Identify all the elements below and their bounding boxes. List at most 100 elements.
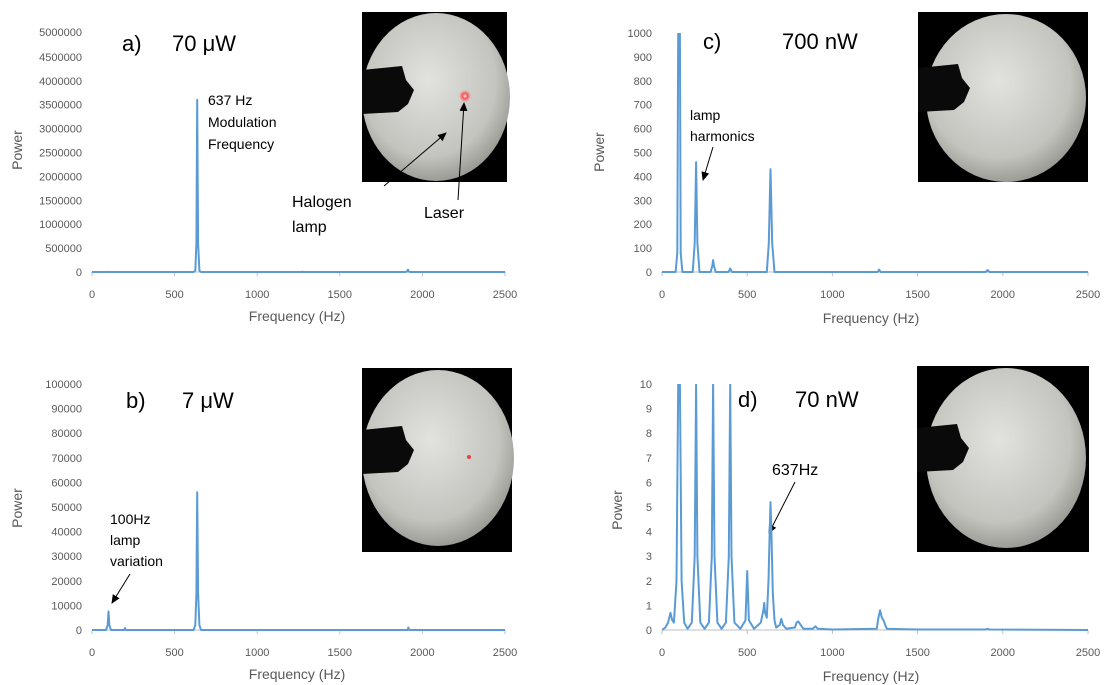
y-tick-label: 0 [76, 625, 82, 637]
series-line [662, 33, 1088, 273]
y-tick-label: 100 [634, 243, 652, 255]
y-tick-label: 9 [646, 404, 652, 416]
lamp-disk [926, 368, 1086, 548]
mount-shadow [362, 66, 414, 114]
x-tick-label: 1000 [245, 647, 269, 659]
series-line [92, 491, 505, 631]
x-tick-label: 2500 [493, 289, 517, 301]
x-tick-label: 0 [89, 647, 95, 659]
inset-photo [362, 12, 510, 182]
chart-panel-a: 5000000 Power Frequency (Hz) a) 70 μW 63… [9, 12, 517, 324]
arrow-to-laser [457, 102, 468, 201]
y-tick-label: 3 [646, 551, 652, 563]
inset-photo [362, 368, 514, 552]
y-tick-label: 80000 [51, 428, 82, 440]
y-tick-label: 200 [634, 219, 652, 231]
x-tick-label: 2000 [410, 647, 434, 659]
panel-label: a) [122, 31, 142, 56]
y-tick-label: 10000 [51, 600, 82, 612]
x-tick-label: 500 [738, 647, 756, 659]
series-line [662, 384, 1088, 631]
arrow-to-lamp [383, 132, 447, 187]
x-tick-label: 2500 [1076, 647, 1100, 659]
mount-shadow [917, 424, 969, 472]
lamp-disk [362, 13, 510, 181]
y-tick-label: 1 [646, 600, 652, 612]
x-tick-label: 2000 [991, 289, 1015, 301]
y-tick-label: 1000000 [39, 219, 82, 231]
x-tick-label: 1000 [820, 647, 844, 659]
x-tick-label: 1000 [820, 289, 844, 301]
x-tick-label: 2500 [1076, 289, 1100, 301]
x-tick-label: 2000 [410, 289, 434, 301]
chart-panel-c: Power Frequency (Hz) c) 700 nW lamp harm… [591, 12, 1100, 326]
y-tick-label: 700 [634, 100, 652, 112]
annotation-modulation-frequency: 637 Hz Modulation Frequency [208, 92, 280, 152]
inset-photo [918, 12, 1088, 182]
y-tick-label: 8 [646, 428, 652, 440]
x-tick-label: 1500 [905, 289, 929, 301]
y-axis-label: Power [9, 488, 25, 528]
x-tick-label: 2500 [493, 647, 517, 659]
x-axis-label: Frequency (Hz) [249, 308, 345, 324]
power-label: 70 nW [795, 387, 859, 412]
y-tick-label: 4500000 [39, 52, 82, 64]
y-tick-label: 900 [634, 52, 652, 64]
y-tick-label: 5 [646, 502, 652, 514]
power-label: 70 μW [172, 31, 236, 56]
panel-label: b) [126, 388, 146, 413]
annotation-lamp-variation: 100Hz lamp variation [110, 511, 163, 569]
annotation-lamp-harmonics: lamp harmonics [690, 107, 755, 144]
y-tick-label: 0 [76, 267, 82, 279]
panel-label: c) [703, 29, 721, 54]
power-label: 7 μW [182, 388, 234, 413]
y-axis-label: Power [9, 130, 25, 170]
y-tick-label: 800 [634, 76, 652, 88]
y-tick-label: 100000 [45, 379, 82, 391]
y-tick-label: 0 [646, 625, 652, 637]
annotation-laser: Laser [424, 205, 465, 222]
chart-panel-b: Power Frequency (Hz) b) 7 μW 100Hz lamp … [9, 368, 517, 682]
series-line [92, 98, 505, 273]
y-tick-label: 300 [634, 195, 652, 207]
x-tick-label: 1500 [328, 289, 352, 301]
chart-panel-d: Power Frequency (Hz) d) 70 nW 637Hz 0 500… [609, 366, 1100, 684]
x-tick-label: 0 [659, 647, 665, 659]
y-tick-label: 4 [646, 527, 652, 539]
y-axis-label: Power [609, 490, 625, 530]
x-tick-label: 1500 [328, 647, 352, 659]
power-label: 700 nW [782, 29, 858, 54]
laser-spot [459, 90, 471, 102]
arrow-to-harmonics [701, 146, 714, 181]
arrow-to-637hz [768, 481, 796, 534]
x-tick-label: 2000 [991, 647, 1015, 659]
mount-shadow [362, 426, 414, 474]
y-tick-label: 10 [640, 379, 652, 391]
lamp-disk [362, 370, 514, 546]
x-axis-label: Frequency (Hz) [249, 666, 345, 682]
y-tick-label: 90000 [51, 404, 82, 416]
y-tick-label: 4000000 [39, 76, 82, 88]
y-tick-label: 1000 [628, 28, 652, 40]
y-tick-label: 40000 [51, 527, 82, 539]
y-tick-label: 2 [646, 576, 652, 588]
panel-label: d) [738, 387, 758, 412]
x-tick-label: 500 [738, 289, 756, 301]
annotation-637hz: 637Hz [772, 462, 818, 479]
arrow-to-100hz [111, 573, 131, 604]
x-tick-label: 1500 [905, 647, 929, 659]
y-tick-label: 70000 [51, 453, 82, 465]
y-tick-label: 500 [634, 148, 652, 160]
x-axis-label: Frequency (Hz) [823, 310, 919, 326]
y-tick-label: 60000 [51, 477, 82, 489]
x-tick-label: 1000 [245, 289, 269, 301]
inset-photo [917, 366, 1089, 552]
x-axis-label: Frequency (Hz) [823, 668, 919, 684]
y-tick-label: 30000 [51, 551, 82, 563]
annotation-halogen-lamp: Halogen lamp [292, 194, 356, 236]
y-axis-label: Power [591, 132, 607, 172]
x-tick-label: 0 [659, 289, 665, 301]
x-tick-label: 500 [165, 647, 183, 659]
y-tick-label: 600 [634, 124, 652, 136]
y-tick-label: 3500000 [39, 100, 82, 112]
